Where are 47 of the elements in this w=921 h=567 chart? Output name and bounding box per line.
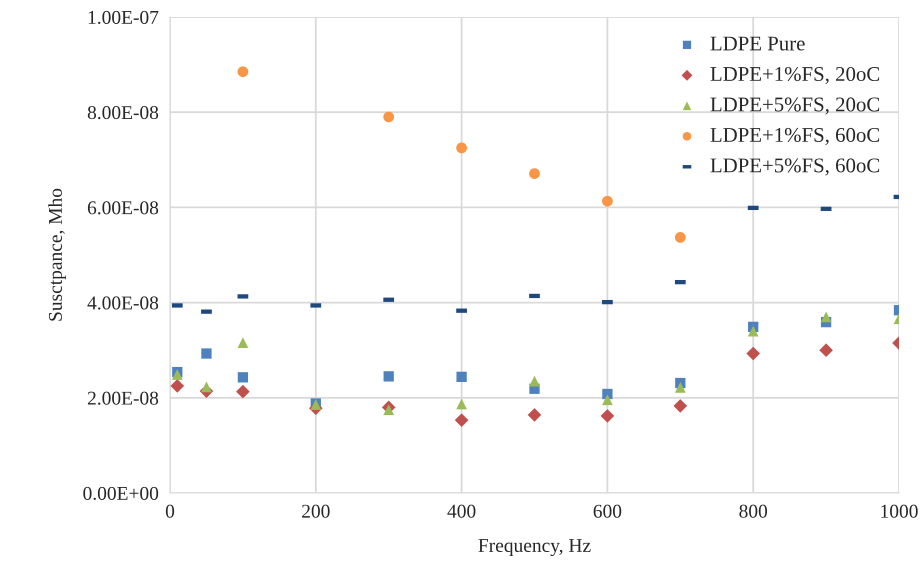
point xyxy=(529,168,540,179)
y-tick-label: 8.00E-08 xyxy=(88,106,158,120)
x-tick-label: 200 xyxy=(302,504,330,518)
legend-label: LDPE+1%FS, 20oC xyxy=(710,66,880,84)
point xyxy=(238,337,248,348)
point xyxy=(820,312,832,322)
y-axis-title: Susctpance, Mho xyxy=(48,188,66,321)
point xyxy=(456,372,467,382)
point xyxy=(602,394,613,406)
legend-label: LDPE Pure xyxy=(710,36,805,51)
point xyxy=(748,326,759,337)
legend-label: LDPE+5%FS, 20oC xyxy=(710,97,880,114)
point xyxy=(674,382,686,393)
point xyxy=(600,409,614,423)
y-tick-label: 0.00E+00 xyxy=(83,486,158,500)
point xyxy=(819,343,833,358)
legend-label: LDPE+5%FS, 60oC xyxy=(710,158,880,176)
point xyxy=(236,384,250,398)
x-tick-label: 0 xyxy=(166,504,174,518)
point xyxy=(746,346,760,360)
point xyxy=(384,371,394,382)
point xyxy=(172,369,183,380)
point xyxy=(201,348,212,359)
point xyxy=(238,372,248,382)
point xyxy=(201,381,212,392)
point xyxy=(383,404,394,416)
x-tick-label: 600 xyxy=(594,504,622,518)
y-tick-label: 1.00E-07 xyxy=(88,10,158,24)
point xyxy=(238,66,248,78)
x-tick-label: 1000 xyxy=(881,504,918,518)
point xyxy=(456,142,467,154)
legend-label: LDPE+1%FS, 60oC xyxy=(710,128,880,145)
point xyxy=(529,376,540,387)
y-tick-label: 4.00E-08 xyxy=(87,296,158,310)
point xyxy=(456,398,467,410)
point xyxy=(383,112,394,122)
y-tick-label: 2.00E-08 xyxy=(88,392,158,405)
x-tick-label: 800 xyxy=(739,504,768,518)
point xyxy=(673,399,688,413)
point xyxy=(454,413,468,427)
point xyxy=(528,408,542,422)
point xyxy=(170,379,184,393)
y-tick-label: 6.00E-08 xyxy=(88,201,158,214)
x-axis-title: Frequency, Hz xyxy=(478,539,591,556)
point xyxy=(674,232,686,243)
x-tick-label: 400 xyxy=(447,504,476,518)
point xyxy=(602,196,613,207)
